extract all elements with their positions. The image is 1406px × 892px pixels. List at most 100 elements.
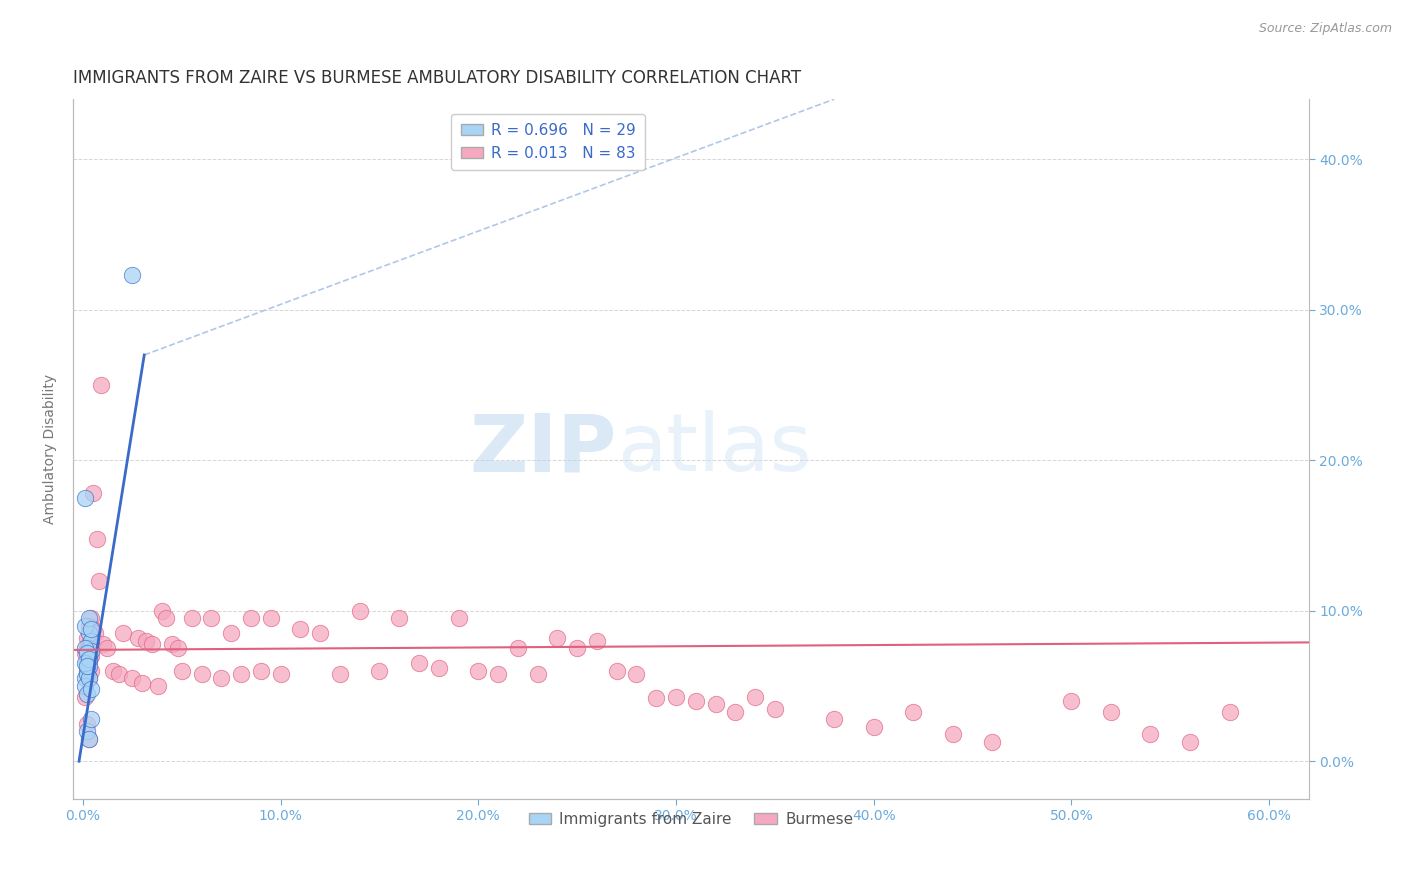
Point (942, 727, 965, 741)
Point (76, 724, 98, 739)
Point (388, 611, 411, 625)
Point (73, 491, 96, 505)
Point (190, 667, 212, 681)
Point (862, 720, 884, 734)
Point (80, 648, 103, 663)
Point (150, 604, 173, 618)
Point (73, 672, 96, 686)
Point (77, 626, 100, 640)
Point (427, 661, 450, 675)
Point (77, 652, 100, 666)
Point (467, 664, 489, 678)
Point (80, 681, 103, 696)
Point (76, 659, 98, 673)
Point (903, 705, 925, 719)
Point (77, 672, 100, 686)
Point (665, 690, 688, 704)
Point (77, 648, 100, 663)
Point (121, 268, 143, 283)
Point (82, 486, 104, 500)
Point (526, 667, 548, 681)
Point (73, 619, 96, 633)
Point (763, 701, 786, 715)
Point (80, 611, 103, 625)
Point (290, 622, 312, 636)
Point (77, 646, 100, 660)
Point (240, 611, 263, 625)
Point (155, 611, 177, 625)
Point (645, 691, 668, 706)
Point (1099, 705, 1122, 719)
Point (180, 611, 202, 625)
Point (91, 637, 114, 651)
Point (586, 633, 609, 648)
Point (127, 631, 149, 645)
Point (121, 672, 143, 686)
Point (408, 657, 430, 671)
Point (77, 652, 100, 666)
Point (80, 622, 103, 636)
Text: ZIP: ZIP (470, 410, 617, 488)
Point (250, 664, 273, 678)
Point (685, 694, 707, 708)
Point (83, 626, 105, 640)
Point (823, 712, 845, 726)
Point (77, 672, 100, 686)
Point (73, 679, 96, 693)
Y-axis label: Ambulatory Disability: Ambulatory Disability (44, 374, 58, 524)
Point (209, 672, 232, 686)
Point (135, 633, 157, 648)
Point (368, 664, 391, 678)
Point (76, 646, 98, 660)
Point (101, 664, 124, 678)
Point (77, 619, 100, 633)
Point (76, 686, 98, 700)
Point (76, 631, 98, 645)
Point (229, 667, 252, 681)
Point (73, 641, 96, 656)
Point (349, 604, 371, 618)
Point (86, 532, 108, 546)
Point (131, 676, 153, 690)
Point (87, 574, 110, 588)
Point (486, 667, 509, 681)
Point (141, 637, 163, 651)
Point (82, 622, 104, 636)
Point (329, 667, 352, 681)
Point (170, 664, 193, 678)
Point (77, 657, 100, 671)
Point (76, 667, 98, 681)
Point (744, 690, 766, 704)
Point (80, 712, 103, 726)
Point (704, 697, 727, 711)
Point (76, 641, 98, 656)
Point (107, 667, 129, 681)
Point (1178, 734, 1201, 748)
Point (160, 637, 183, 651)
Point (80, 664, 103, 678)
Point (111, 626, 134, 640)
Point (80, 633, 103, 648)
Point (1139, 727, 1161, 741)
Point (270, 667, 292, 681)
Point (567, 641, 589, 656)
Point (167, 641, 190, 656)
Text: atlas: atlas (617, 410, 811, 488)
Point (76, 664, 98, 678)
Point (73, 657, 96, 671)
Legend: Immigrants from Zaire, Burmese: Immigrants from Zaire, Burmese (523, 806, 859, 833)
Point (76, 716, 98, 731)
Point (546, 631, 568, 645)
Point (1218, 705, 1240, 719)
Point (73, 690, 96, 704)
Point (76, 657, 98, 671)
Point (77, 641, 100, 656)
Text: Source: ZipAtlas.com: Source: ZipAtlas.com (1258, 22, 1392, 36)
Point (146, 679, 169, 693)
Point (200, 611, 222, 625)
Point (76, 667, 98, 681)
Point (77, 731, 100, 746)
Point (77, 637, 100, 651)
Point (77, 659, 100, 673)
Point (606, 664, 628, 678)
